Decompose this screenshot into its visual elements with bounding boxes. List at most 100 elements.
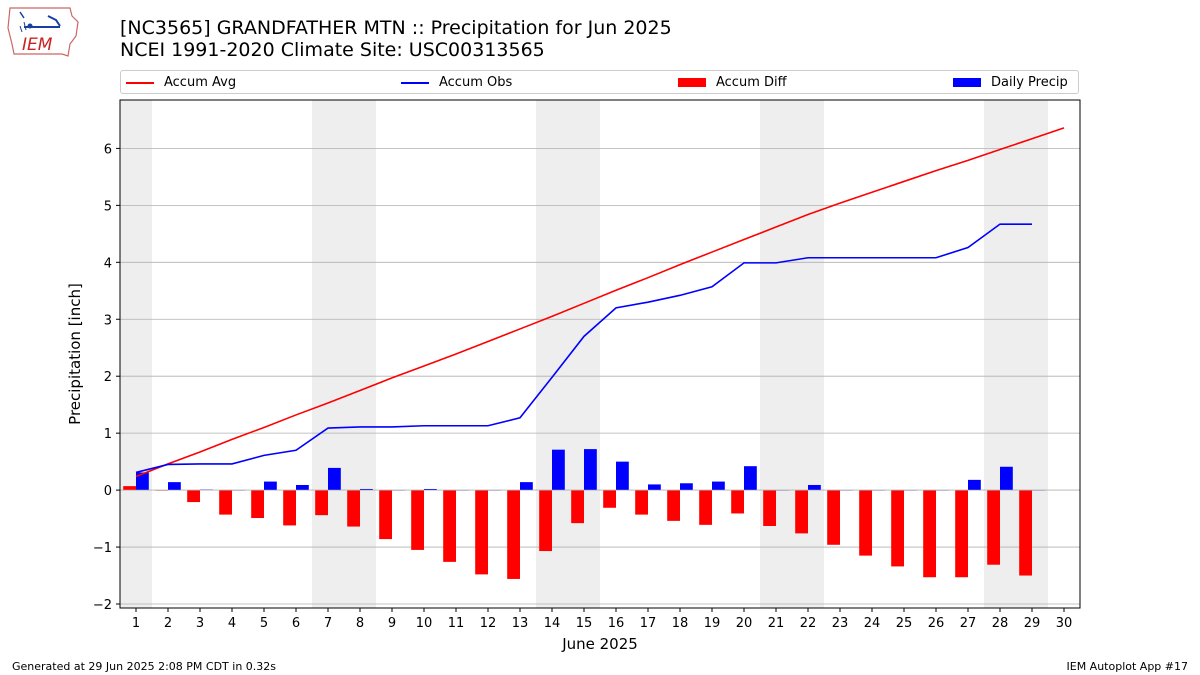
x-tick-label: 21 (768, 616, 785, 631)
y-tick-label: 3 (104, 313, 112, 328)
accum-diff-bar (347, 490, 360, 527)
accum-avg-line (135, 127, 1065, 478)
y-tick-label: 0 (104, 484, 112, 499)
x-tick-label: 2 (164, 616, 172, 631)
x-tick-label: 15 (576, 616, 593, 631)
accum-diff-bar (1019, 490, 1032, 576)
x-tick-label: 27 (960, 616, 977, 631)
y-tick-label: 2 (104, 370, 112, 385)
accum-diff-bar (219, 490, 232, 515)
chart-title: [NC3565] GRANDFATHER MTN :: Precipitatio… (120, 17, 672, 39)
iowa-map-icon: IEM (7, 7, 79, 57)
x-tick-label: 6 (292, 616, 300, 631)
accum-diff-bar (507, 490, 520, 579)
accum-diff-bar (731, 490, 744, 514)
weekend-shade (760, 100, 824, 608)
x-tick-label: 12 (480, 616, 497, 631)
accum-diff-bar (795, 490, 808, 534)
accum-diff-bar (315, 490, 328, 516)
accum-diff-bar (123, 486, 136, 491)
legend-label-daily-precip: Daily Precip (991, 75, 1068, 90)
accum-obs-line (135, 223, 1032, 474)
daily-precip-bar (264, 481, 277, 491)
x-tick-label: 24 (864, 616, 881, 631)
accum-diff-bar (283, 490, 296, 526)
legend-label-accum-diff: Accum Diff (716, 75, 787, 90)
daily-precip-bar (584, 449, 597, 491)
x-tick-label: 20 (736, 616, 753, 631)
daily-precip-bar (712, 481, 725, 491)
x-tick-label: 16 (608, 616, 625, 631)
x-tick-label: 13 (512, 616, 529, 631)
legend-item-accum-obs: Accum Obs (401, 74, 512, 92)
logo-text: IEM (22, 35, 53, 55)
accum-diff-bar (443, 490, 456, 562)
x-tick-label: 17 (640, 616, 657, 631)
chart-subtitle: NCEI 1991-2020 Climate Site: USC00313565 (120, 39, 545, 61)
daily-precip-bar (808, 484, 821, 491)
x-tick-label: 9 (388, 616, 396, 631)
daily-precip-bar (424, 488, 437, 491)
accum-diff-bar (379, 490, 392, 540)
y-tick-label: 1 (104, 427, 112, 442)
legend-swatch-accum-avg (126, 81, 154, 84)
accum-diff-bar (411, 490, 424, 550)
x-tick-label: 5 (260, 616, 268, 631)
accum-diff-bar (923, 490, 936, 578)
daily-precip-bar (744, 466, 757, 491)
accum-diff-bar (891, 490, 904, 567)
accum-diff-bar (571, 490, 584, 524)
daily-precip-bar (680, 483, 693, 491)
x-tick-label: 7 (324, 616, 332, 631)
iem-logo: IEM (6, 4, 82, 60)
y-tick-label: 6 (104, 142, 112, 157)
daily-precip-bar (360, 488, 373, 491)
y-tick-label: 4 (104, 256, 112, 271)
y-axis-label: Precipitation [inch] (66, 283, 84, 425)
legend-swatch-accum-obs (401, 81, 429, 84)
accum-diff-bar (763, 490, 776, 526)
y-tick-label: 5 (104, 199, 112, 214)
accum-diff-bar (187, 490, 200, 503)
accum-diff-bar (827, 490, 840, 545)
legend-swatch-daily-precip (953, 78, 981, 87)
accum-diff-bar (667, 490, 680, 521)
x-tick-label: 26 (928, 616, 945, 631)
legend-item-daily-precip: Daily Precip (953, 74, 1068, 92)
x-tick-label: 30 (1056, 616, 1073, 631)
x-tick-label: 22 (800, 616, 817, 631)
legend-label-accum-avg: Accum Avg (164, 75, 237, 90)
accum-diff-bar (539, 490, 552, 552)
daily-precip-bar (1000, 466, 1013, 491)
x-tick-label: 28 (992, 616, 1009, 631)
accum-diff-bar (859, 490, 872, 556)
daily-precip-bar (648, 484, 661, 491)
accum-diff-bar (251, 490, 264, 519)
legend-swatch-accum-diff (678, 78, 706, 87)
accum-diff-bar (635, 490, 648, 515)
daily-precip-bar (296, 484, 309, 491)
x-tick-label: 11 (448, 616, 465, 631)
x-tick-label: 29 (1024, 616, 1041, 631)
x-tick-label: 19 (704, 616, 721, 631)
daily-precip-bar (616, 461, 629, 491)
daily-precip-bar (520, 482, 533, 491)
daily-precip-bar (552, 449, 565, 491)
legend-item-accum-diff: Accum Diff (678, 74, 787, 92)
x-tick-label: 10 (416, 616, 433, 631)
x-tick-label: 1 (132, 616, 140, 631)
plot-frame (119, 99, 1081, 609)
accum-diff-bar (699, 490, 712, 525)
x-tick-label: 14 (544, 616, 561, 631)
daily-precip-bar (168, 482, 181, 491)
accum-diff-bar (475, 490, 488, 575)
app-id-label: IEM Autoplot App #17 (1066, 660, 1189, 673)
x-axis-label: June 2025 (561, 635, 638, 653)
generated-timestamp: Generated at 29 Jun 2025 2:08 PM CDT in … (12, 660, 277, 673)
legend-label-accum-obs: Accum Obs (439, 75, 513, 90)
weekend-shade (312, 100, 376, 608)
y-tick-label: −2 (93, 598, 112, 613)
x-tick-label: 8 (356, 616, 364, 631)
daily-precip-bar (136, 472, 149, 491)
